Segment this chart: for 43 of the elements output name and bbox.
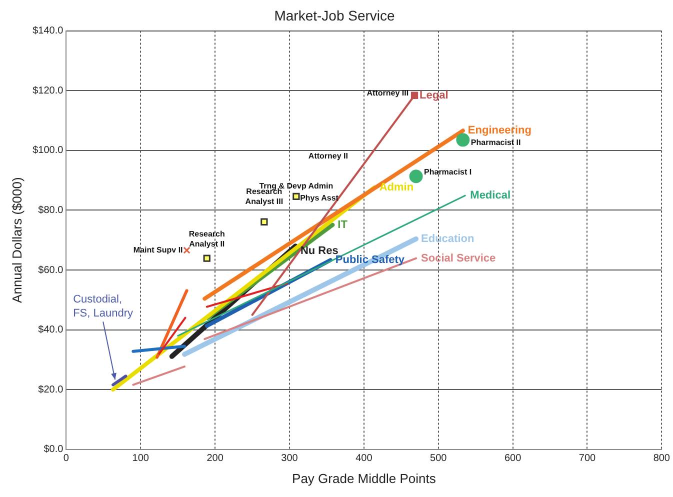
x-tick-label: 300 (281, 453, 298, 464)
series-label: Legal (420, 89, 448, 102)
annotation: Custodial, FS, Laundry (73, 294, 134, 320)
point (183, 246, 190, 254)
x-tick-label: 400 (356, 453, 373, 464)
series-label: Medical (470, 190, 511, 202)
y-tick-label: $20.0 (38, 384, 64, 396)
point (292, 192, 300, 200)
annotation: Attorney III (366, 88, 409, 98)
annotation: Research Analyst II (188, 230, 225, 249)
annotation: Attorney II (308, 152, 348, 161)
x-tick-label: 500 (430, 453, 448, 464)
x-axis-title: Pay Grade Middle Points (292, 470, 436, 486)
point (410, 92, 418, 99)
series-label: IT (338, 218, 348, 231)
point (456, 133, 470, 147)
series-label: Admin (379, 182, 414, 194)
y-tick-label: $120.0 (32, 85, 64, 96)
point (203, 254, 210, 262)
y-axis-title: Annual Dollars ($000) (9, 177, 24, 303)
x-tick-label: 100 (132, 453, 150, 464)
x-tick-label: 800 (653, 453, 670, 464)
point (260, 218, 268, 226)
x-tick-label: 700 (578, 453, 596, 464)
series-label: Social Service (421, 252, 496, 264)
y-tick-label: $100.0 (32, 145, 64, 156)
x-tick-label: 0 (63, 453, 70, 464)
series-label: Engineering (468, 124, 532, 137)
series-label: Public Safety (335, 254, 406, 266)
annotation: Pharmacist I (424, 168, 472, 177)
x-tick-label: 600 (504, 453, 522, 464)
y-tick-label: $0.0 (44, 444, 64, 456)
y-tick-label: $40.0 (38, 324, 64, 336)
annotation: Maint Supv II (133, 245, 183, 254)
chart-title: Market-Job Service (274, 7, 396, 24)
annotation: Phys Asst (300, 193, 339, 202)
point (409, 170, 423, 184)
y-tick-label: $80.0 (38, 204, 64, 216)
series-label: Education (421, 232, 474, 245)
y-tick-label: $60.0 (38, 264, 64, 276)
y-tick-label: $140.0 (32, 26, 64, 37)
x-tick-label: 200 (206, 453, 224, 464)
annotation: Pharmacist II (470, 138, 521, 148)
